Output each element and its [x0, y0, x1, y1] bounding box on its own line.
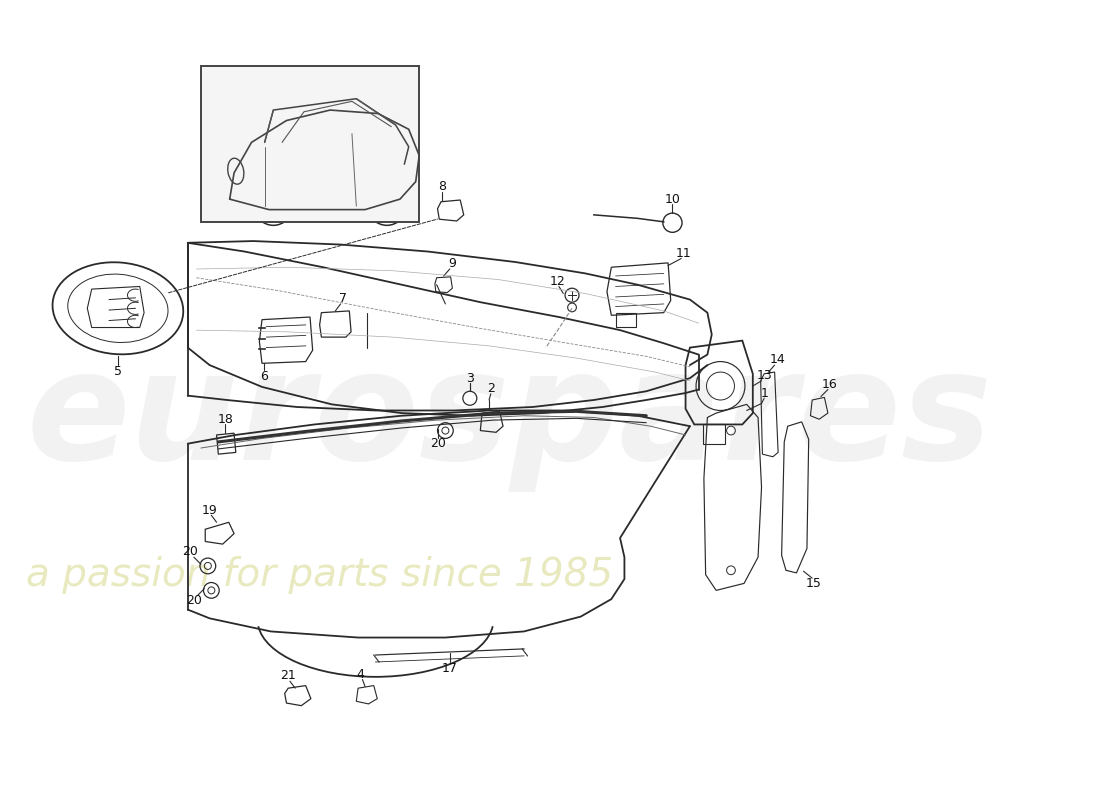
Text: 10: 10: [664, 193, 681, 206]
Text: 20: 20: [186, 594, 201, 607]
Text: 19: 19: [201, 503, 218, 517]
Text: 20: 20: [183, 546, 198, 558]
Text: 9: 9: [449, 258, 456, 270]
Text: 16: 16: [822, 378, 837, 390]
Text: 11: 11: [675, 246, 692, 260]
Text: 13: 13: [757, 369, 773, 382]
Text: 5: 5: [114, 365, 122, 378]
Text: 15: 15: [806, 577, 822, 590]
Text: 17: 17: [442, 662, 458, 674]
Bar: [201, 66, 419, 222]
Text: 20: 20: [430, 437, 447, 450]
Text: 2: 2: [487, 382, 495, 395]
Text: 14: 14: [769, 354, 785, 366]
Text: 4: 4: [356, 668, 364, 681]
Text: 12: 12: [549, 274, 565, 288]
Text: 8: 8: [438, 179, 446, 193]
Text: a passion for parts since 1985: a passion for parts since 1985: [26, 556, 614, 594]
Text: 18: 18: [218, 413, 233, 426]
Text: 3: 3: [466, 372, 474, 385]
Text: 21: 21: [280, 670, 296, 682]
Text: 6: 6: [260, 370, 267, 383]
Text: 7: 7: [339, 292, 348, 305]
Text: eurospares: eurospares: [26, 343, 992, 492]
Text: 1: 1: [760, 386, 768, 399]
